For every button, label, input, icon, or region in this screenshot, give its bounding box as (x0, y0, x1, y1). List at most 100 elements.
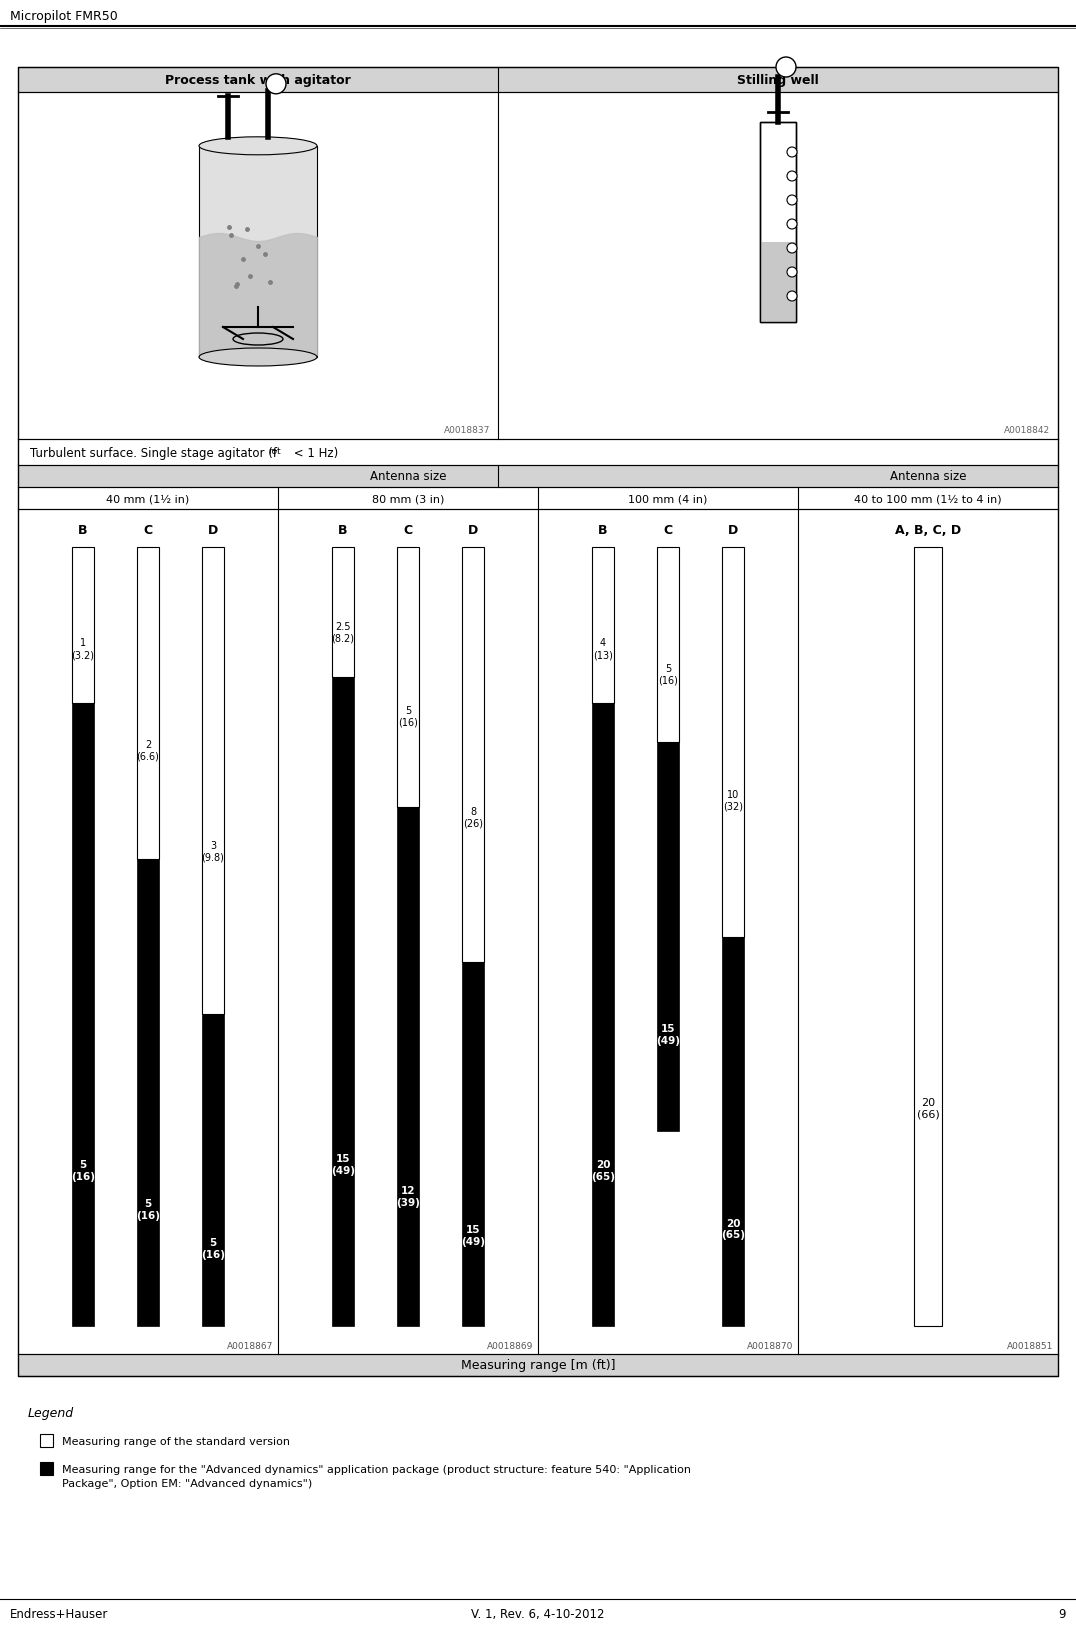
Bar (18, 440, 1058, 466)
Text: Process tank with agitator: Process tank with agitator (165, 73, 351, 86)
Circle shape (787, 220, 797, 230)
Bar (657, 548, 679, 742)
Circle shape (787, 148, 797, 158)
Bar (332, 678, 354, 1327)
Text: C: C (404, 523, 412, 536)
Bar (18, 68, 1058, 93)
Bar (18, 68, 1058, 1376)
Text: 3
(9.8): 3 (9.8) (201, 841, 225, 862)
Text: 5
(16): 5 (16) (659, 663, 678, 685)
Bar (722, 937, 744, 1327)
Bar (760, 122, 796, 323)
Bar (202, 1015, 224, 1327)
Text: 1
(3.2): 1 (3.2) (71, 637, 95, 660)
Ellipse shape (199, 349, 317, 367)
Text: 5
(16): 5 (16) (136, 1198, 160, 1221)
Text: 40 to 100 mm (1½ to 4 in): 40 to 100 mm (1½ to 4 in) (854, 494, 1002, 504)
Text: 9: 9 (1059, 1607, 1066, 1620)
Bar (137, 859, 159, 1327)
Circle shape (787, 171, 797, 183)
Circle shape (787, 292, 797, 302)
Text: Antenna size: Antenna size (370, 469, 447, 482)
Text: 12
(39): 12 (39) (396, 1185, 420, 1208)
Text: 5
(16): 5 (16) (398, 706, 417, 727)
Text: 8
(26): 8 (26) (463, 807, 483, 828)
Bar (18, 510, 1058, 1355)
Text: A0018851: A0018851 (1007, 1341, 1053, 1351)
Bar (462, 548, 484, 963)
Text: B: B (338, 523, 348, 536)
Bar (592, 704, 614, 1327)
Text: D: D (208, 523, 218, 536)
Text: Measuring range of the standard version: Measuring range of the standard version (62, 1436, 291, 1446)
Bar (722, 548, 744, 937)
Text: A0018869: A0018869 (486, 1341, 533, 1351)
Text: A0018842: A0018842 (1004, 425, 1050, 435)
Text: C: C (664, 523, 672, 536)
Bar (72, 548, 94, 704)
Circle shape (787, 267, 797, 277)
Text: A0018867: A0018867 (227, 1341, 273, 1351)
Text: Endress+Hauser: Endress+Hauser (10, 1607, 109, 1620)
Text: < 1 Hz): < 1 Hz) (291, 447, 338, 460)
Bar (18, 466, 1058, 487)
Text: 80 mm (3 in): 80 mm (3 in) (372, 494, 444, 504)
Text: 15
(49): 15 (49) (656, 1024, 680, 1045)
Bar (397, 807, 419, 1327)
Text: DRAFT: DRAFT (201, 474, 875, 965)
Text: 20
(65): 20 (65) (591, 1159, 615, 1182)
Ellipse shape (199, 137, 317, 156)
Bar (18, 93, 1058, 440)
Bar (72, 704, 94, 1327)
Text: 10
(32): 10 (32) (723, 791, 744, 812)
Bar (18, 487, 1058, 510)
Text: Stilling well: Stilling well (737, 73, 819, 86)
Circle shape (266, 75, 286, 95)
Text: 2.5
(8.2): 2.5 (8.2) (331, 621, 354, 642)
Text: B: B (598, 523, 608, 536)
Text: 15
(49): 15 (49) (461, 1224, 485, 1247)
Bar (202, 548, 224, 1015)
Bar (657, 742, 679, 1131)
Text: 5
(16): 5 (16) (71, 1159, 95, 1182)
Text: Measuring range for the "Advanced dynamics" application package (product structu: Measuring range for the "Advanced dynami… (62, 1464, 691, 1474)
Bar (592, 548, 614, 704)
Text: 40 mm (1½ in): 40 mm (1½ in) (107, 494, 189, 504)
Bar (397, 548, 419, 807)
Text: A0018837: A0018837 (443, 425, 490, 435)
Text: 2
(6.6): 2 (6.6) (137, 740, 159, 761)
Bar (760, 122, 796, 323)
Text: Turbulent surface. Single stage agitator (f: Turbulent surface. Single stage agitator… (30, 447, 277, 460)
Bar (914, 548, 942, 1327)
Text: 20
(65): 20 (65) (721, 1218, 745, 1240)
Bar (760, 243, 796, 323)
Text: 100 mm (4 in): 100 mm (4 in) (628, 494, 708, 504)
Text: V. 1, Rev. 6, 4-10-2012: V. 1, Rev. 6, 4-10-2012 (471, 1607, 605, 1620)
Text: Antenna size: Antenna size (890, 469, 966, 482)
Text: Measuring range [m (ft)]: Measuring range [m (ft)] (461, 1359, 615, 1372)
Bar (40, 1462, 53, 1475)
Text: Micropilot FMR50: Micropilot FMR50 (10, 10, 117, 23)
Circle shape (787, 244, 797, 254)
Text: Legend: Legend (28, 1407, 74, 1420)
Text: A0018870: A0018870 (747, 1341, 793, 1351)
Bar (332, 548, 354, 678)
Text: A, B, C, D: A, B, C, D (895, 523, 961, 536)
Bar (199, 147, 317, 357)
Circle shape (787, 196, 797, 205)
Text: 15
(49): 15 (49) (331, 1152, 355, 1175)
Text: B: B (79, 523, 88, 536)
Bar (137, 548, 159, 859)
Bar (462, 963, 484, 1327)
Text: D: D (727, 523, 738, 536)
Text: 20
(66): 20 (66) (917, 1097, 939, 1118)
Bar (40, 1434, 53, 1447)
Text: 5
(16): 5 (16) (201, 1237, 225, 1258)
Text: D: D (468, 523, 478, 536)
Text: C: C (143, 523, 153, 536)
Text: 4
(13): 4 (13) (593, 637, 613, 660)
Bar (18, 1355, 1058, 1376)
Text: Package", Option EM: "Advanced dynamics"): Package", Option EM: "Advanced dynamics"… (62, 1478, 312, 1488)
Text: rot: rot (268, 447, 281, 455)
Circle shape (776, 59, 796, 78)
